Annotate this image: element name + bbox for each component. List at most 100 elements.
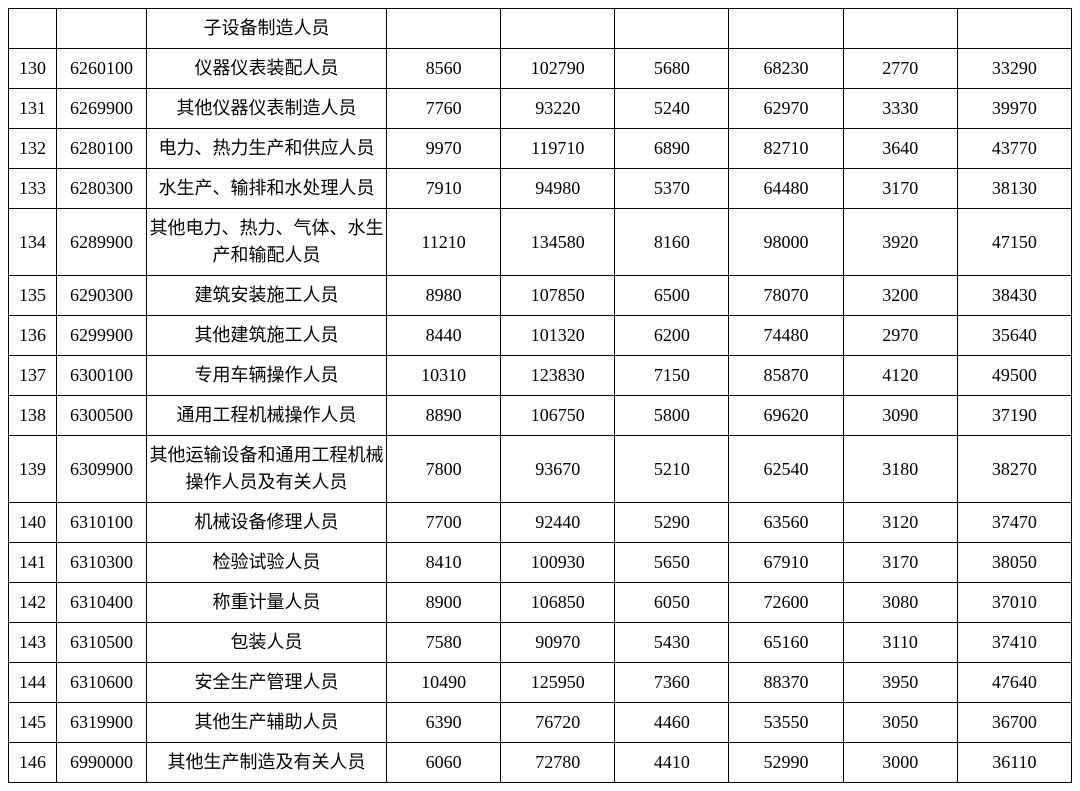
cell-code: 6260100 [57, 49, 147, 89]
cell-v4: 62970 [729, 89, 843, 129]
cell-v6: 39970 [957, 89, 1071, 129]
cell-name: 专用车辆操作人员 [147, 356, 387, 396]
cell-v6: 37010 [957, 583, 1071, 623]
cell-code: 6310400 [57, 583, 147, 623]
cell-v1: 8900 [387, 583, 501, 623]
cell-name: 电力、热力生产和供应人员 [147, 129, 387, 169]
cell-v5: 2770 [843, 49, 957, 89]
cell-v1: 10310 [387, 356, 501, 396]
cell-name: 其他建筑施工人员 [147, 316, 387, 356]
cell-v5: 4120 [843, 356, 957, 396]
cell-v6: 37190 [957, 396, 1071, 436]
cell-v2: 119710 [501, 129, 615, 169]
cell-code: 6990000 [57, 743, 147, 783]
cell-v1: 8440 [387, 316, 501, 356]
table-row: 1416310300检验试验人员841010093056506791031703… [9, 543, 1072, 583]
cell-v5: 3080 [843, 583, 957, 623]
cell-name: 仪器仪表装配人员 [147, 49, 387, 89]
table-row: 1366299900其他建筑施工人员8440101320620074480297… [9, 316, 1072, 356]
cell-idx: 142 [9, 583, 57, 623]
cell-v2: 100930 [501, 543, 615, 583]
cell-idx: 139 [9, 436, 57, 503]
cell-v6: 38050 [957, 543, 1071, 583]
cell-idx: 136 [9, 316, 57, 356]
cell-v6: 49500 [957, 356, 1071, 396]
cell-v6: 38130 [957, 169, 1071, 209]
cell-name: 其他运输设备和通用工程机械操作人员及有关人员 [147, 436, 387, 503]
cell-code: 6300500 [57, 396, 147, 436]
cell-v5: 3330 [843, 89, 957, 129]
cell-v3: 5370 [615, 169, 729, 209]
table-row: 1326280100电力、热力生产和供应人员997011971068908271… [9, 129, 1072, 169]
cell-name: 称重计量人员 [147, 583, 387, 623]
cell-code: 6300100 [57, 356, 147, 396]
header-v1 [387, 9, 501, 49]
cell-name: 机械设备修理人员 [147, 503, 387, 543]
cell-idx: 137 [9, 356, 57, 396]
cell-v5: 3110 [843, 623, 957, 663]
cell-v3: 6890 [615, 129, 729, 169]
cell-v4: 67910 [729, 543, 843, 583]
cell-code: 6269900 [57, 89, 147, 129]
cell-v4: 78070 [729, 276, 843, 316]
table-row: 1316269900其他仪器仪表制造人员77609322052406297033… [9, 89, 1072, 129]
header-idx [9, 9, 57, 49]
cell-name: 其他生产制造及有关人员 [147, 743, 387, 783]
cell-v5: 3050 [843, 703, 957, 743]
cell-v4: 62540 [729, 436, 843, 503]
cell-v3: 6200 [615, 316, 729, 356]
cell-v5: 3640 [843, 129, 957, 169]
cell-v3: 7150 [615, 356, 729, 396]
cell-v4: 65160 [729, 623, 843, 663]
table-row: 1436310500包装人员75809097054306516031103741… [9, 623, 1072, 663]
cell-v3: 5290 [615, 503, 729, 543]
cell-idx: 143 [9, 623, 57, 663]
cell-idx: 131 [9, 89, 57, 129]
cell-code: 6280100 [57, 129, 147, 169]
cell-v3: 4410 [615, 743, 729, 783]
table-body: 子设备制造人员 1306260100仪器仪表装配人员85601027905680… [9, 9, 1072, 783]
cell-v6: 35640 [957, 316, 1071, 356]
cell-v3: 5650 [615, 543, 729, 583]
cell-code: 6310300 [57, 543, 147, 583]
cell-code: 6310500 [57, 623, 147, 663]
cell-v1: 7910 [387, 169, 501, 209]
cell-v1: 8560 [387, 49, 501, 89]
cell-v6: 37470 [957, 503, 1071, 543]
header-v3 [615, 9, 729, 49]
cell-name: 其他生产辅助人员 [147, 703, 387, 743]
data-table: 子设备制造人员 1306260100仪器仪表装配人员85601027905680… [8, 8, 1072, 783]
cell-v3: 8160 [615, 209, 729, 276]
table-row: 1426310400称重计量人员890010685060507260030803… [9, 583, 1072, 623]
cell-v3: 5430 [615, 623, 729, 663]
cell-v3: 5800 [615, 396, 729, 436]
cell-name: 通用工程机械操作人员 [147, 396, 387, 436]
cell-v1: 8410 [387, 543, 501, 583]
cell-code: 6280300 [57, 169, 147, 209]
table-row: 1356290300建筑安装施工人员8980107850650078070320… [9, 276, 1072, 316]
cell-v5: 3170 [843, 169, 957, 209]
header-name: 子设备制造人员 [147, 9, 387, 49]
cell-name: 水生产、输排和水处理人员 [147, 169, 387, 209]
cell-code: 6290300 [57, 276, 147, 316]
header-v2 [501, 9, 615, 49]
cell-v4: 74480 [729, 316, 843, 356]
cell-name: 包装人员 [147, 623, 387, 663]
cell-v2: 101320 [501, 316, 615, 356]
cell-v2: 90970 [501, 623, 615, 663]
cell-v5: 3000 [843, 743, 957, 783]
cell-name: 建筑安装施工人员 [147, 276, 387, 316]
cell-v4: 64480 [729, 169, 843, 209]
cell-idx: 138 [9, 396, 57, 436]
cell-v2: 72780 [501, 743, 615, 783]
cell-name: 其他电力、热力、气体、水生产和输配人员 [147, 209, 387, 276]
cell-v2: 106750 [501, 396, 615, 436]
cell-idx: 132 [9, 129, 57, 169]
cell-v3: 5680 [615, 49, 729, 89]
cell-v4: 53550 [729, 703, 843, 743]
cell-v1: 6390 [387, 703, 501, 743]
cell-code: 6310100 [57, 503, 147, 543]
table-row: 1456319900其他生产辅助人员6390767204460535503050… [9, 703, 1072, 743]
cell-v2: 107850 [501, 276, 615, 316]
cell-v2: 94980 [501, 169, 615, 209]
